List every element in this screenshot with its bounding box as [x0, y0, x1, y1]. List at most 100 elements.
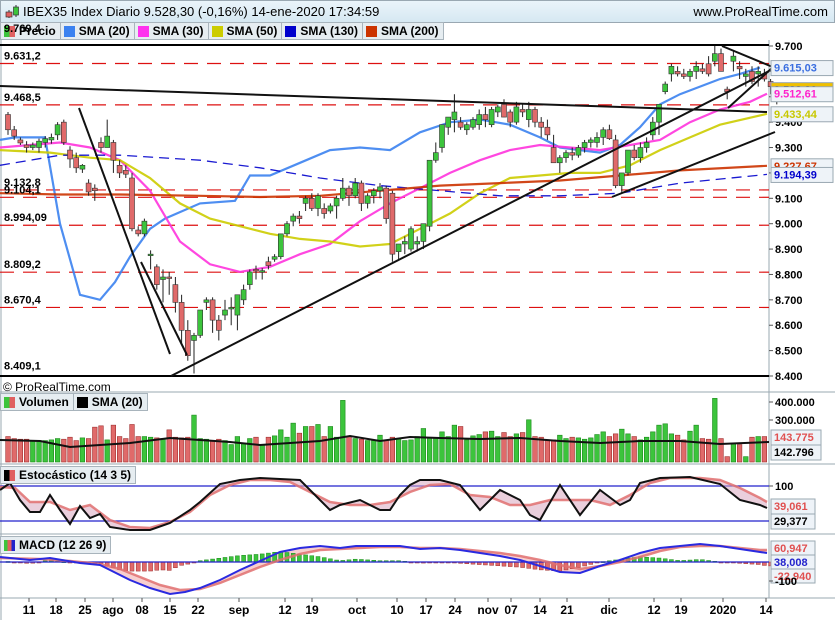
macd-histogram-bar: [421, 561, 426, 564]
macd-histogram-bar: [706, 560, 711, 563]
volume-bar: [5, 436, 11, 463]
legend-sma20[interactable]: SMA (20): [60, 22, 135, 40]
x-axis-label: 12: [647, 603, 661, 617]
site-link[interactable]: www.ProRealTime.com: [693, 4, 828, 19]
macd-histogram-bar: [111, 561, 116, 568]
trendline: [0, 85, 768, 113]
candle-body: [277, 233, 284, 257]
legend-sma130[interactable]: SMA (130): [282, 22, 363, 40]
candle-body: [569, 152, 576, 156]
macd-histogram-bar: [402, 561, 408, 563]
candle-body: [160, 276, 166, 280]
macd-histogram-bar: [328, 558, 333, 563]
candle-body: [705, 63, 712, 75]
volume-bar: [67, 436, 73, 463]
volume-bar: [86, 438, 92, 463]
legend-volume-sma[interactable]: SMA (20): [73, 393, 148, 411]
volume-bar: [575, 437, 581, 463]
candle-body: [699, 68, 706, 72]
macd-histogram-bar: [173, 561, 178, 569]
macd-histogram-bar: [352, 558, 358, 563]
volume-bar: [371, 440, 377, 463]
volume-bar: [501, 432, 507, 463]
macd-histogram-bar: [92, 561, 98, 564]
volume-bar: [11, 438, 17, 463]
legend-sma200[interactable]: SMA (200): [362, 22, 444, 40]
volume-bar: [662, 423, 668, 463]
macd-histogram-bar: [104, 561, 110, 566]
candle-body: [123, 170, 129, 175]
volume-bar: [488, 430, 495, 463]
volume-bar: [210, 440, 216, 463]
volume-bar: [619, 428, 625, 463]
candle-body: [339, 187, 346, 199]
candle-body: [563, 152, 569, 158]
candle-body: [439, 124, 445, 148]
x-axis-label: 11: [23, 603, 36, 617]
volume-bar: [588, 437, 594, 463]
volume-bar: [426, 437, 433, 463]
volume-bar: [290, 422, 296, 463]
volume-legend: Volumen SMA (20): [0, 393, 148, 411]
macd-histogram-bar: [532, 561, 538, 570]
volume-bar: [557, 434, 563, 463]
trendline: [727, 67, 773, 109]
candle-body: [92, 187, 98, 191]
price-badge-value: 9.433,44: [774, 109, 818, 121]
candle-body: [606, 129, 613, 139]
macd-histogram-bar: [24, 561, 29, 564]
macd-histogram-bar: [414, 561, 420, 564]
price-legend: Precio SMA (20) SMA (30) SMA (50) SMA (1…: [0, 22, 444, 40]
macd-histogram-bar: [49, 559, 54, 563]
candle-body: [284, 223, 290, 235]
candle-body: [253, 269, 259, 272]
macd-histogram-bar: [377, 560, 383, 563]
candle-body: [11, 129, 17, 137]
legend-estocastico[interactable]: Estocástico (14 3 5): [0, 466, 137, 484]
volume-bar: [154, 437, 160, 463]
candle-body: [625, 149, 631, 174]
volume-bar: [216, 438, 222, 463]
macd-histogram-bar: [166, 561, 172, 571]
volume-bar: [687, 430, 693, 463]
legend-volumen[interactable]: Volumen: [0, 393, 74, 411]
legend-precio[interactable]: Precio: [0, 22, 61, 40]
candle-body: [693, 66, 700, 72]
macd-histogram-bar: [117, 561, 122, 570]
volume-bar: [191, 414, 197, 463]
candle-body: [426, 159, 433, 227]
price-tick-label: 9.500: [775, 92, 803, 104]
candle-body: [197, 309, 203, 336]
volume-bar: [600, 431, 606, 463]
macd-histogram-bar: [259, 553, 265, 563]
candle-body: [73, 157, 79, 169]
price-tick-label: 8.700: [775, 295, 803, 307]
price-badge-value: 9.194,39: [774, 169, 817, 181]
legend-sma50[interactable]: SMA (50): [208, 22, 283, 40]
candle-body: [544, 126, 551, 136]
macd-histogram-bar: [582, 561, 587, 567]
fib-level-label: 9.132,8: [4, 177, 41, 189]
macd-histogram-bar: [42, 560, 48, 563]
macd-histogram-bar: [476, 561, 482, 565]
candle-body: [191, 335, 197, 341]
legend-macd[interactable]: MACD (12 26 9): [0, 536, 112, 554]
candle-body: [60, 121, 67, 143]
candle-body: [680, 73, 687, 77]
candle-body: [587, 139, 594, 143]
volume-bar: [743, 456, 749, 463]
price-tick-label: 8.900: [775, 244, 803, 256]
volume-bar: [383, 440, 389, 463]
volume-tick-label: 400.000: [775, 397, 815, 409]
macd-histogram-bar: [644, 556, 649, 563]
volume-bar: [234, 436, 241, 463]
volume-bar: [519, 432, 526, 463]
volume-bar: [594, 434, 600, 463]
macd-histogram-bar: [359, 559, 364, 563]
candle-body: [383, 187, 390, 219]
macd-histogram-bar: [501, 561, 507, 567]
candle-body: [54, 124, 61, 136]
macd-histogram-bar: [222, 557, 228, 563]
candle-body: [247, 271, 253, 285]
legend-sma30[interactable]: SMA (30): [134, 22, 209, 40]
